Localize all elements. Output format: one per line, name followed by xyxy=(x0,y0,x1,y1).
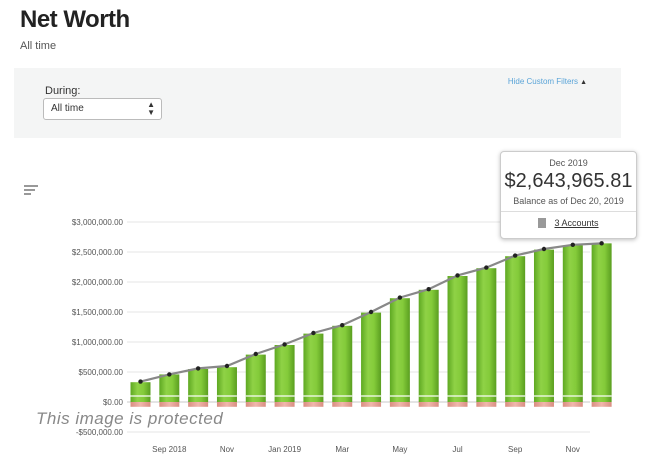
negative-bar[interactable] xyxy=(303,402,324,407)
bar[interactable] xyxy=(274,345,295,402)
tooltip-accounts-link[interactable]: 3 Accounts xyxy=(501,218,636,228)
page-subtitle: All time xyxy=(20,40,57,52)
line-point[interactable] xyxy=(368,309,374,315)
chart-menu-icon[interactable] xyxy=(24,185,38,196)
negative-bar[interactable] xyxy=(389,402,410,407)
line-point[interactable] xyxy=(253,351,258,357)
protected-watermark: This image is protected xyxy=(36,409,224,428)
y-tick-label: $2,000,000.00 xyxy=(72,278,124,287)
tooltip-period: Dec 2019 xyxy=(549,158,588,168)
hide-custom-filters-link[interactable]: Hide Custom Filters ▲ xyxy=(508,77,587,86)
bar[interactable] xyxy=(505,256,526,402)
bar[interactable] xyxy=(188,369,209,402)
select-updown-icon: ▲ ▼ xyxy=(147,100,155,117)
accounts-link-label: 3 Accounts xyxy=(554,218,599,228)
bar[interactable] xyxy=(216,367,237,402)
negative-bar[interactable] xyxy=(505,402,526,407)
negative-bar[interactable] xyxy=(332,402,353,407)
line-point[interactable] xyxy=(138,379,143,384)
bar[interactable] xyxy=(476,268,497,402)
bar[interactable] xyxy=(159,374,180,402)
line-point[interactable] xyxy=(484,265,489,270)
line-point[interactable] xyxy=(195,366,201,371)
line-point[interactable] xyxy=(455,273,460,278)
line-point[interactable] xyxy=(512,253,518,258)
negative-bar[interactable] xyxy=(418,402,439,407)
tooltip-amount: $2,643,965.81 xyxy=(504,170,633,192)
balance-tooltip: Dec 2019 $2,643,965.81 Balance as of Dec… xyxy=(500,151,637,239)
line-point[interactable] xyxy=(599,241,604,246)
negative-bar[interactable] xyxy=(533,402,554,407)
negative-bar[interactable] xyxy=(274,402,295,407)
x-tick-label: May xyxy=(392,445,407,454)
negative-bar[interactable] xyxy=(476,402,497,407)
y-tick-label: $1,000,000.00 xyxy=(72,338,124,347)
bar[interactable] xyxy=(447,276,468,402)
y-tick-label: $500,000.00 xyxy=(79,368,124,377)
bar[interactable] xyxy=(130,382,151,402)
bar[interactable] xyxy=(533,249,554,402)
x-tick-label: Sep xyxy=(508,445,523,454)
tooltip-as-of: Balance as of Dec 20, 2019 xyxy=(513,196,624,206)
document-icon xyxy=(538,218,547,228)
y-tick-label: $2,500,000.00 xyxy=(72,248,124,257)
negative-bar[interactable] xyxy=(216,402,237,407)
line-point[interactable] xyxy=(340,323,345,328)
x-tick-label: Mar xyxy=(335,445,349,454)
line-point[interactable] xyxy=(570,242,575,247)
negative-bar[interactable] xyxy=(591,402,612,407)
x-tick-label: Nov xyxy=(220,445,234,454)
negative-bar[interactable] xyxy=(130,402,151,407)
line-point[interactable] xyxy=(397,295,403,300)
y-tick-label: -$500,000.00 xyxy=(76,428,124,437)
x-tick-label: Sep 2018 xyxy=(152,445,187,454)
bar[interactable] xyxy=(562,245,583,402)
during-select[interactable]: All time ▲ ▼ xyxy=(43,98,162,120)
negative-bar[interactable] xyxy=(447,402,468,407)
bar[interactable] xyxy=(591,243,612,402)
bar[interactable] xyxy=(332,325,353,402)
y-tick-label: $1,500,000.00 xyxy=(72,308,124,317)
line-point[interactable] xyxy=(167,372,172,377)
line-point[interactable] xyxy=(426,287,431,292)
negative-bar[interactable] xyxy=(188,402,209,407)
line-point[interactable] xyxy=(224,363,230,369)
page-title: Net Worth xyxy=(20,6,130,33)
bar[interactable] xyxy=(361,312,382,402)
y-tick-label: $0.00 xyxy=(103,398,124,407)
during-label: During: xyxy=(45,85,81,97)
y-tick-label: $3,000,000.00 xyxy=(72,218,124,227)
caret-up-icon: ▲ xyxy=(580,79,587,86)
negative-bar[interactable] xyxy=(245,402,266,407)
hide-custom-filters-label: Hide Custom Filters xyxy=(507,77,579,86)
line-point[interactable] xyxy=(311,330,316,336)
negative-bar[interactable] xyxy=(361,402,382,407)
x-tick-label: Jan 2019 xyxy=(268,445,301,454)
bar[interactable] xyxy=(245,354,266,402)
bar[interactable] xyxy=(303,333,324,402)
x-tick-label: Jul xyxy=(452,445,462,454)
negative-bar[interactable] xyxy=(159,402,180,407)
bar[interactable] xyxy=(418,289,439,402)
negative-bar[interactable] xyxy=(562,402,583,407)
tooltip-divider xyxy=(501,211,636,212)
line-point[interactable] xyxy=(282,342,287,347)
filters-panel: During: All time ▲ ▼ Hide Custom Filters ▲ xyxy=(14,68,621,138)
x-tick-label: Nov xyxy=(566,445,580,454)
during-select-value: All time xyxy=(51,103,84,114)
line-point[interactable] xyxy=(541,246,547,252)
bar[interactable] xyxy=(389,298,410,402)
